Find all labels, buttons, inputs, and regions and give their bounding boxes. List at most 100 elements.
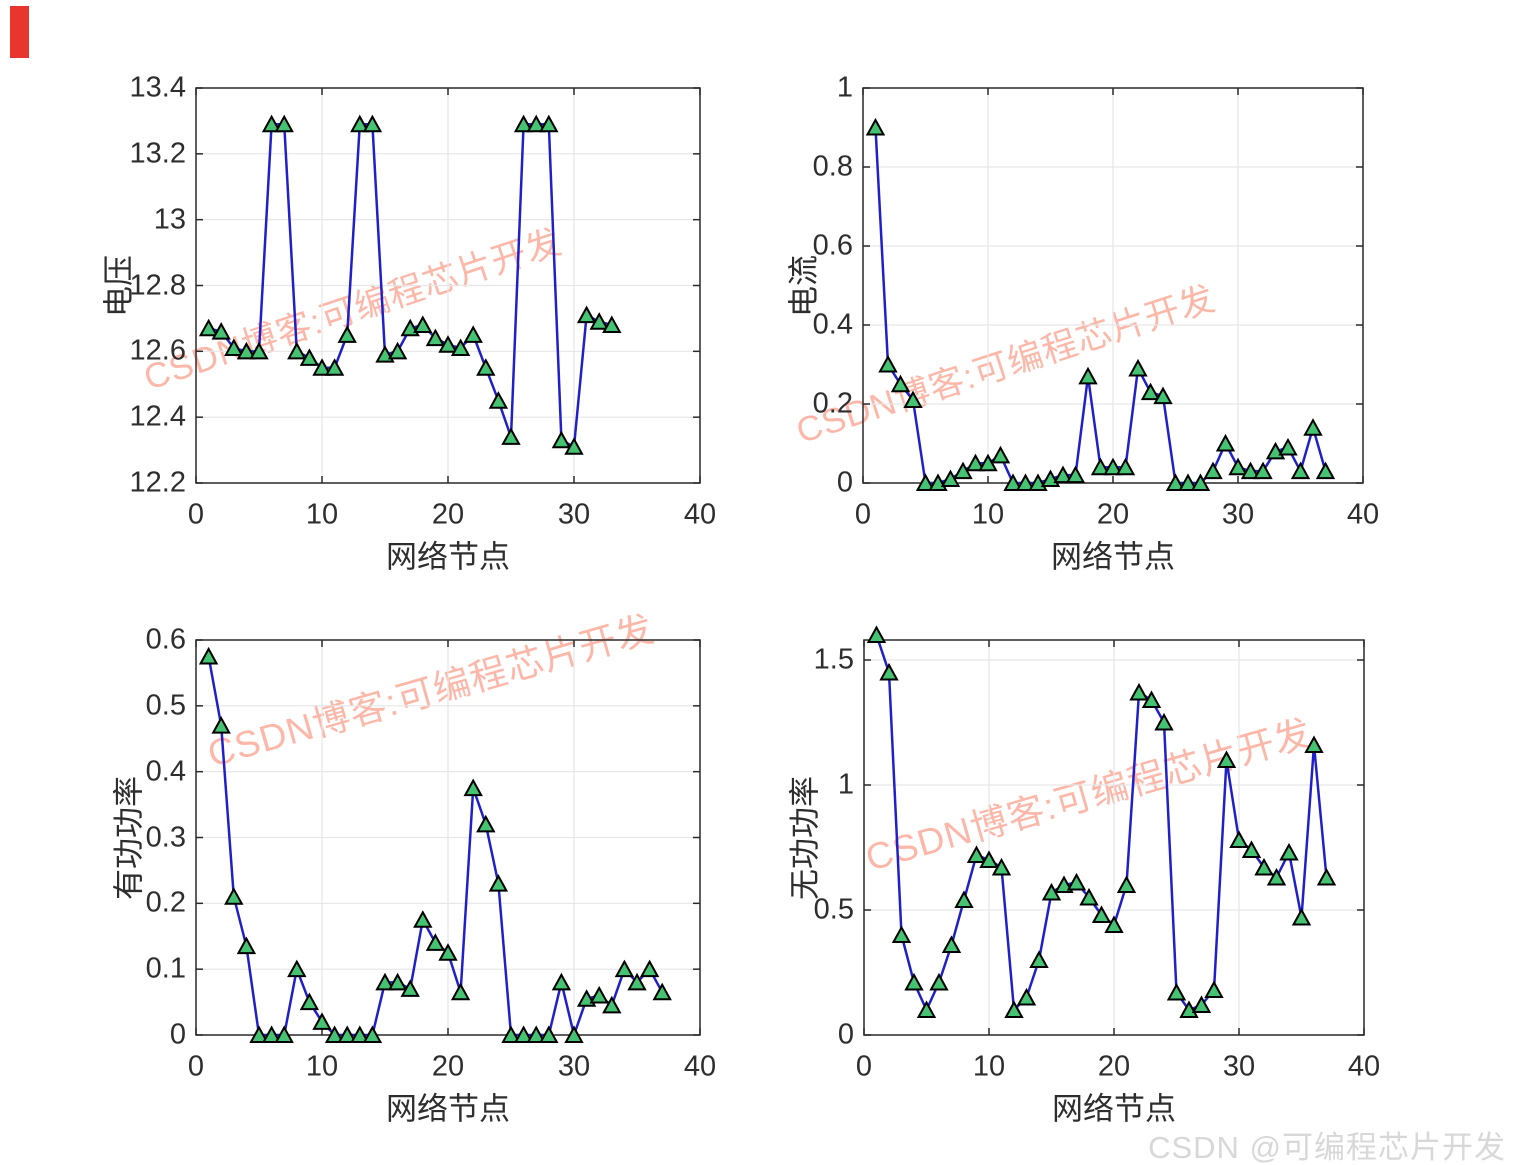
data-point-marker (488, 874, 509, 892)
data-point-marker (639, 959, 660, 978)
y-tick-label: 1 (837, 768, 854, 801)
data-point-marker (979, 850, 999, 868)
data-point-marker (866, 625, 887, 643)
x-axis-label: 网络节点 (386, 1091, 510, 1127)
data-point-marker (1254, 857, 1274, 876)
y-tick-label: 12.4 (129, 400, 186, 433)
data-point-marker (463, 778, 483, 797)
data-point-marker (249, 341, 269, 360)
data-point-marker (198, 318, 219, 337)
y-axis-label-active-power: 有功功率 (111, 775, 147, 900)
y-tick-label: 13.4 (129, 71, 186, 104)
plot-area-reactive-power (863, 625, 1365, 1036)
x-tick-label: 20 (431, 1050, 465, 1083)
x-tick-label: 0 (187, 498, 205, 531)
x-tick-label: 10 (305, 498, 339, 531)
y-tick-label: 0 (169, 1018, 186, 1051)
data-point-marker (387, 341, 408, 360)
data-point-marker (249, 1025, 269, 1043)
x-tick-label: 20 (1096, 498, 1130, 531)
x-tick-label: 40 (1346, 498, 1380, 531)
data-point-marker (513, 114, 534, 133)
data-point-marker (551, 972, 572, 991)
data-point-marker (501, 427, 521, 445)
data-point-marker (400, 979, 420, 997)
y-axis-label-reactive-power: 无功功率 (787, 775, 823, 900)
data-point-marker (1153, 386, 1173, 405)
data-point-marker (375, 972, 395, 991)
data-point-marker (1053, 465, 1073, 484)
x-tick-label: 30 (1221, 498, 1255, 531)
data-point-marker (1115, 457, 1136, 476)
data-point-marker (1215, 433, 1236, 452)
data-series-line (207, 656, 664, 1037)
data-point-marker (1104, 915, 1124, 933)
data-point-marker (1129, 682, 1149, 701)
data-point-marker (463, 325, 483, 343)
data-point-marker (261, 114, 282, 133)
data-point-marker (589, 985, 609, 1004)
data-point-marker (501, 1025, 521, 1043)
data-point-marker (602, 995, 622, 1014)
data-point-marker (1003, 473, 1023, 491)
x-tick-label: 10 (972, 1050, 1006, 1083)
data-point-marker (274, 1025, 294, 1043)
data-point-marker (564, 437, 584, 455)
data-point-marker (966, 845, 987, 863)
data-point-marker (954, 890, 974, 908)
data-point-marker (627, 972, 647, 991)
y-tick-label: 12.8 (129, 269, 186, 301)
data-point-marker (1078, 366, 1098, 385)
data-point-marker (904, 972, 924, 991)
data-point-marker (551, 430, 572, 449)
data-point-marker (274, 114, 294, 133)
data-point-marker (602, 315, 622, 333)
data-point-marker (1266, 867, 1287, 886)
data-point-marker (1190, 473, 1211, 491)
y-tick-label: 0.4 (145, 755, 186, 788)
y-tick-label: 12.2 (129, 466, 186, 499)
data-point-marker (1091, 905, 1112, 923)
data-point-marker (903, 390, 923, 409)
data-point-marker (865, 117, 886, 136)
data-point-marker (350, 114, 370, 133)
data-point-marker (1178, 473, 1198, 491)
data-point-marker (236, 341, 257, 360)
data-point-marker (1065, 465, 1086, 484)
data-point-marker (965, 453, 986, 472)
x-tick-label: 10 (971, 498, 1005, 531)
plot-area-current (862, 87, 1364, 491)
x-tick-label: 0 (855, 1050, 873, 1083)
data-point-marker (476, 358, 496, 376)
data-point-marker (1166, 982, 1187, 1001)
data-point-marker (438, 335, 458, 353)
data-point-marker (1315, 461, 1336, 480)
data-point-marker (413, 315, 433, 333)
data-point-marker (287, 959, 307, 978)
data-point-marker (413, 910, 433, 928)
y-tick-label: 0.1 (145, 952, 186, 985)
data-point-marker (1240, 461, 1261, 480)
data-point-marker (1191, 995, 1212, 1013)
data-point-marker (1304, 735, 1324, 753)
y-tick-label: 0.3 (145, 821, 186, 853)
x-tick-label: 30 (557, 1050, 591, 1083)
y-tick-label: 13 (153, 203, 186, 236)
data-point-marker (891, 925, 912, 943)
x-tick-label: 10 (305, 1050, 339, 1083)
data-point-marker (1303, 418, 1323, 436)
x-tick-label: 0 (854, 498, 872, 531)
data-point-marker (287, 341, 307, 360)
data-point-marker (324, 358, 345, 376)
data-point-marker (312, 1012, 332, 1030)
data-point-marker (1179, 1000, 1199, 1018)
data-point-marker (261, 1025, 282, 1043)
data-point-marker (526, 1025, 546, 1043)
data-point-marker (1203, 461, 1223, 480)
data-point-marker (337, 325, 357, 343)
data-point-marker (1165, 473, 1186, 491)
data-point-marker (1316, 867, 1337, 886)
x-tick-label: 40 (1347, 1050, 1381, 1083)
data-point-marker (1290, 461, 1311, 480)
data-point-marker (211, 716, 231, 734)
